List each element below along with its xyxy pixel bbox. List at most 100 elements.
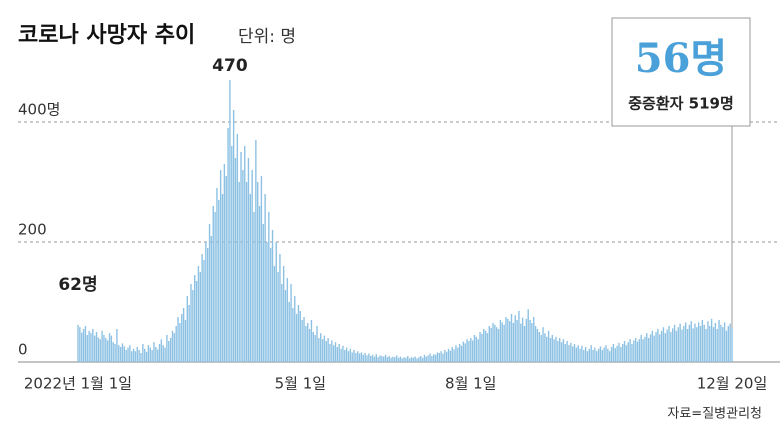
bar	[520, 323, 522, 362]
bar	[686, 329, 689, 362]
bar	[119, 347, 122, 362]
bar	[410, 357, 413, 362]
bar	[586, 351, 589, 362]
bar	[549, 338, 552, 362]
bar	[516, 320, 518, 362]
bar	[231, 146, 233, 362]
bar	[633, 340, 635, 362]
bar	[264, 194, 266, 362]
bar	[194, 275, 196, 362]
bar	[653, 335, 655, 362]
bar	[588, 348, 591, 362]
bar	[182, 308, 185, 362]
bar	[297, 305, 300, 362]
bar	[473, 335, 476, 362]
bar	[399, 356, 402, 362]
bar	[477, 339, 479, 362]
bar	[336, 347, 339, 362]
bar	[169, 338, 172, 362]
bar	[625, 345, 628, 362]
bar	[388, 356, 390, 362]
bar	[508, 321, 511, 362]
bar	[249, 194, 251, 362]
bar	[108, 333, 111, 362]
bar	[646, 333, 648, 362]
bar	[312, 332, 314, 362]
bar	[112, 342, 114, 362]
bar	[464, 343, 466, 362]
bar	[573, 344, 576, 362]
bar	[210, 236, 213, 362]
bar	[218, 200, 220, 362]
bar	[436, 352, 439, 362]
x-tick-label: 2022년 1월 1일	[24, 375, 132, 393]
bar	[525, 318, 528, 362]
bar	[659, 334, 661, 362]
bar	[568, 345, 570, 362]
bar	[668, 326, 670, 362]
bar	[729, 323, 731, 362]
bar	[164, 347, 166, 362]
bar	[560, 342, 563, 362]
bar	[186, 296, 189, 362]
bar	[418, 357, 420, 362]
bar	[710, 318, 713, 362]
bar	[101, 330, 103, 362]
bar	[551, 335, 553, 362]
bar	[323, 335, 326, 362]
bar	[684, 322, 687, 362]
bar	[177, 317, 179, 362]
bar	[440, 351, 442, 362]
bar	[703, 324, 705, 362]
bar	[647, 338, 650, 362]
bar	[116, 329, 118, 362]
bar	[427, 355, 429, 362]
bar	[644, 336, 646, 362]
bar	[208, 224, 211, 362]
bar	[527, 309, 529, 362]
bar	[214, 212, 216, 362]
bar	[542, 327, 544, 362]
bar	[636, 341, 639, 362]
bar	[725, 330, 728, 362]
bar	[638, 339, 641, 362]
bar	[444, 350, 446, 362]
bar	[106, 340, 109, 362]
bar	[499, 320, 502, 362]
bar	[342, 345, 344, 362]
bar	[347, 351, 350, 362]
bar	[353, 350, 355, 362]
bar	[153, 342, 155, 362]
bar	[618, 342, 620, 362]
bar	[303, 317, 305, 362]
bar	[244, 146, 246, 362]
bar	[318, 338, 320, 362]
bar	[655, 332, 657, 362]
bar	[325, 341, 327, 362]
y-tick-label: 400명	[18, 101, 60, 119]
bar	[651, 330, 654, 362]
bar	[590, 345, 592, 362]
bar	[460, 345, 463, 362]
bar	[386, 357, 389, 362]
bar	[375, 354, 377, 362]
x-tick-label: 8월 1일	[445, 375, 496, 393]
bar	[234, 158, 237, 362]
bar	[564, 344, 566, 362]
bar	[366, 355, 368, 362]
bar	[201, 254, 203, 362]
bar	[103, 335, 105, 362]
bar	[583, 350, 585, 362]
bar	[181, 314, 183, 362]
bar	[382, 356, 385, 362]
y-tick-label: 200	[18, 221, 47, 239]
bar	[681, 329, 683, 362]
bar	[447, 348, 450, 362]
bar	[197, 266, 200, 362]
bar	[690, 321, 692, 362]
bar	[95, 332, 98, 362]
bar	[673, 324, 676, 362]
bar	[612, 344, 615, 362]
bar	[712, 327, 715, 362]
bar	[720, 324, 722, 362]
